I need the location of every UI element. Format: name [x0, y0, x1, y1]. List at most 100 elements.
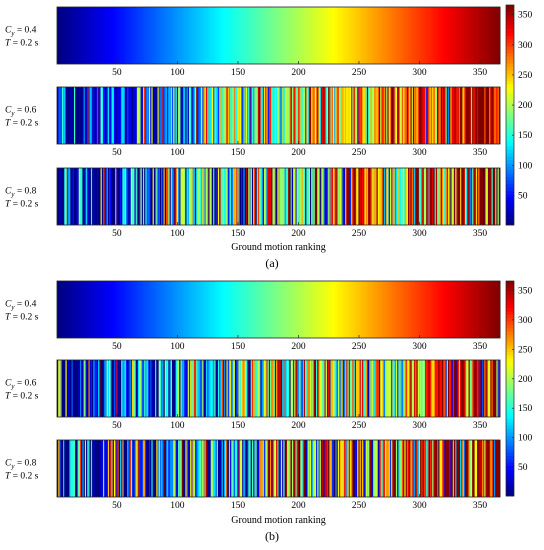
heatmap-cell — [377, 360, 380, 417]
heatmap-cell — [77, 360, 80, 417]
heatmap-cell — [414, 360, 416, 417]
heatmap-cell — [288, 360, 290, 417]
heatmap-cell — [385, 281, 387, 338]
heatmap-cell — [168, 440, 170, 497]
heatmap-cell — [157, 7, 160, 64]
heatmap-cell — [232, 87, 235, 144]
colorbar-segment — [506, 291, 514, 295]
heatmap-cell — [289, 87, 291, 144]
colorbar-segment — [506, 11, 514, 16]
colorbar-segment — [506, 56, 514, 61]
heatmap-cell — [458, 281, 461, 338]
heatmap-cell — [220, 281, 223, 338]
heatmap-cell — [481, 440, 484, 497]
heatmap-cell — [451, 281, 454, 338]
heatmap-cell — [434, 87, 437, 144]
heatmap-cell — [90, 440, 93, 497]
heatmap-cell — [352, 281, 354, 338]
heatmap-cell — [231, 87, 233, 144]
heatmap-cell — [456, 281, 459, 338]
heatmap-cell — [148, 440, 151, 497]
heatmap-cell — [398, 360, 400, 417]
heatmap-cell — [251, 440, 254, 497]
heatmap-cell — [61, 281, 64, 338]
heatmap-cell — [357, 360, 359, 417]
heatmap-cell — [86, 7, 88, 64]
heatmap-cell — [100, 440, 103, 497]
heatmap-cell — [427, 281, 429, 338]
heatmap-cell — [283, 360, 285, 417]
plot-frame — [56, 6, 501, 65]
colorbar-segment — [506, 324, 514, 329]
heatmap-cell — [318, 87, 321, 144]
heatmap-cell — [335, 87, 337, 144]
heatmap-cell — [230, 360, 232, 417]
heatmap-cell — [228, 281, 231, 338]
heatmap-cell — [180, 87, 183, 144]
heatmap-cell — [216, 281, 219, 338]
colorbar-segment — [506, 90, 514, 95]
heatmap-cell — [405, 168, 408, 225]
heatmap-cell — [335, 168, 337, 225]
colorbar-segment — [506, 281, 514, 285]
heatmap-cell — [480, 360, 483, 417]
colorbar-segment — [506, 121, 514, 126]
heatmap-cell — [411, 168, 414, 225]
heatmap-cell — [72, 87, 75, 144]
heatmap-cell — [306, 168, 308, 225]
heatmap-cell — [148, 281, 151, 338]
heatmap-cell — [196, 440, 198, 497]
heatmap-cell — [438, 360, 440, 417]
heatmap-cell — [144, 440, 146, 497]
heatmap-cell — [458, 87, 461, 144]
heatmap-cell — [168, 360, 170, 417]
heatmap-cell — [204, 7, 207, 64]
heatmap-cell — [249, 87, 252, 144]
heatmap-cell — [192, 360, 195, 417]
heatmap-cell — [161, 360, 163, 417]
heatmap-cell — [469, 360, 472, 417]
heatmap-cell — [237, 281, 239, 338]
heatmap-cell — [334, 360, 336, 417]
colorbar-segment — [506, 469, 514, 473]
heatmap-cell — [133, 168, 135, 225]
heatmap-cell — [490, 440, 492, 497]
heatmap-cell — [233, 360, 236, 417]
heatmap-cell — [300, 281, 302, 338]
heatmap-cell — [261, 281, 264, 338]
heatmap-cell — [182, 281, 185, 338]
heatmap-cell — [369, 281, 371, 338]
heatmap-cell — [201, 281, 203, 338]
heatmap-cell — [249, 440, 252, 497]
heatmap-cell — [316, 360, 318, 417]
heatmap-cell — [460, 87, 462, 144]
heatmap-cell — [293, 87, 295, 144]
heatmap-cell — [335, 360, 337, 417]
heatmap-cell — [472, 168, 474, 225]
heatmap-cell — [238, 440, 241, 497]
heatmap-cell — [295, 7, 298, 64]
heatmap-cell — [64, 87, 66, 144]
heatmap-cell — [272, 7, 275, 64]
heatmap-cell — [250, 360, 253, 417]
heatmap-cell — [66, 87, 69, 144]
heatmap-cell — [251, 7, 254, 64]
heatmap-cell — [478, 87, 480, 144]
heatmap-cell — [70, 360, 72, 417]
colorbar-segment — [506, 170, 514, 174]
heatmap-cell — [460, 281, 462, 338]
heatmap-cell — [122, 168, 124, 225]
heatmap-cell — [222, 281, 225, 338]
heatmap-cell — [334, 87, 336, 144]
heatmap-cell — [306, 360, 308, 417]
heatmap-cell — [422, 440, 425, 497]
heatmap-cell — [141, 168, 144, 225]
heatmap-cell — [272, 281, 275, 338]
heatmap-cell — [381, 440, 383, 497]
heatmap-cell — [469, 7, 472, 64]
heatmap-cell — [303, 281, 306, 338]
heatmap-cell — [336, 7, 339, 64]
heatmap-cell — [322, 7, 324, 64]
